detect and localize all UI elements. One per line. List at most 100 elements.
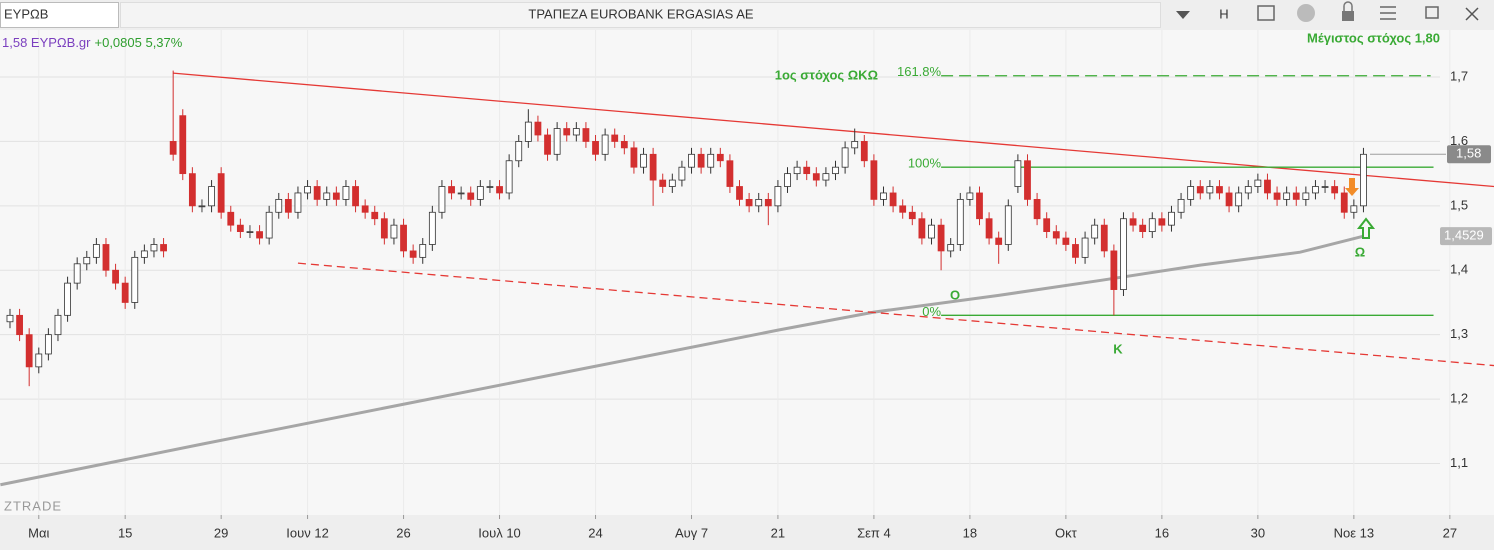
candle-body — [217, 173, 225, 213]
candle-body — [1004, 205, 1012, 245]
x-tick-label: 24 — [588, 525, 602, 540]
candle-body — [870, 160, 878, 200]
candle-body — [1273, 192, 1281, 200]
x-axis-band — [0, 515, 1494, 550]
candle-body — [304, 186, 311, 194]
trendline — [297, 262, 1494, 367]
info-change: +0,0805 5,37% — [95, 35, 183, 50]
candle-body — [275, 198, 283, 213]
moving-average — [0, 234, 1364, 487]
info-price: 1,58 ΕΥΡΩΒ.gr — [2, 35, 91, 50]
candle-body — [956, 198, 964, 245]
candle-body — [16, 314, 23, 336]
candle-body — [1177, 198, 1185, 213]
candle-body — [572, 128, 580, 136]
candle-body — [198, 205, 206, 208]
annotation: Κ — [1113, 341, 1123, 356]
symbol-input[interactable] — [0, 2, 119, 28]
candle-body — [976, 192, 983, 220]
candle-body — [332, 192, 340, 200]
candle-body — [620, 141, 628, 149]
candle-body — [995, 237, 1003, 245]
candle-body — [563, 128, 571, 136]
candle-body — [899, 205, 907, 213]
dropdown[interactable] — [1176, 11, 1190, 19]
candle-body — [1100, 224, 1108, 252]
candle-body — [1340, 192, 1348, 213]
candle-body — [966, 192, 974, 200]
restore-icon[interactable] — [1425, 6, 1439, 19]
candle-body — [1033, 198, 1041, 220]
fib-label: 161.8% — [897, 64, 942, 79]
candle-body — [592, 141, 599, 155]
candle-body — [860, 141, 868, 162]
candle-body — [1244, 186, 1252, 194]
candle-body — [1321, 186, 1329, 188]
candle-body — [323, 192, 331, 200]
candle-body — [1350, 205, 1358, 213]
candle-body — [1120, 218, 1127, 290]
candle-body — [1148, 218, 1156, 233]
candle-body — [294, 192, 302, 213]
candle-body — [64, 282, 71, 316]
candle-body — [342, 186, 350, 200]
candle-body — [774, 186, 782, 207]
candle-body — [649, 153, 657, 181]
candle-body — [1216, 186, 1223, 194]
lock-icon[interactable] — [1342, 11, 1354, 21]
ma-label: 1,4529 — [1444, 228, 1484, 243]
plot: 1,1 1,2 1,3 1,4 1,5 1,6 1,7 Μαι 15 29 Ιουν 12 26 Ιου… — [0, 30, 1494, 540]
x-tick-label: 30 — [1251, 525, 1265, 540]
candle-body — [832, 166, 839, 175]
last-price-tag — [1447, 145, 1491, 164]
candle-body — [150, 244, 158, 252]
candle-body — [1292, 192, 1300, 200]
candle-body — [1302, 192, 1310, 200]
x-tick-label: 27 — [1443, 525, 1457, 540]
candle-body — [1225, 192, 1233, 207]
candle-body — [716, 153, 724, 162]
close-icon[interactable] — [1465, 7, 1479, 21]
candle-body — [54, 314, 62, 336]
candle-body — [1264, 179, 1271, 194]
candle-body — [1187, 186, 1195, 200]
candle-body — [697, 153, 705, 168]
candle-body — [486, 186, 494, 188]
last-price-label: 1,58 — [1456, 146, 1481, 161]
candle-body — [83, 256, 91, 265]
candle-body — [803, 166, 811, 175]
annotation: Μέγιστος στόχος 1,80 — [1307, 30, 1440, 45]
candle-body — [755, 198, 763, 207]
menu-icon[interactable] — [1380, 6, 1396, 20]
candle-body — [880, 192, 887, 200]
candle-body — [1014, 160, 1022, 187]
candle-body — [265, 211, 273, 239]
h-button[interactable]: H — [1219, 6, 1228, 21]
candle-body — [1283, 192, 1291, 200]
candle-body — [745, 198, 753, 207]
candle-body — [1110, 250, 1118, 290]
x-tick-label: Ιουλ 10 — [478, 525, 521, 540]
candle-body — [1254, 179, 1262, 187]
x-tick-label: Νοε 13 — [1334, 525, 1375, 540]
candle-body — [582, 128, 590, 142]
candle-body — [524, 121, 532, 142]
candle-body — [1024, 160, 1031, 200]
window-icon[interactable] — [1257, 5, 1275, 21]
candle-body — [812, 173, 820, 181]
candle-body — [428, 211, 436, 245]
ma-tag — [1440, 227, 1492, 246]
y-tick-label: 1,7 — [1450, 68, 1468, 83]
candle-body — [409, 250, 417, 258]
candle-body — [438, 186, 446, 213]
candle-body — [1062, 237, 1070, 245]
candle-body — [400, 224, 407, 252]
candle-body — [1081, 237, 1089, 258]
quote-icon[interactable] — [1297, 4, 1315, 22]
candle-body — [505, 160, 513, 194]
y-tick-label: 1,1 — [1450, 455, 1468, 470]
candle-body — [1139, 224, 1147, 233]
candle-body — [6, 314, 14, 323]
x-tick-label: Αυγ 7 — [675, 525, 708, 540]
